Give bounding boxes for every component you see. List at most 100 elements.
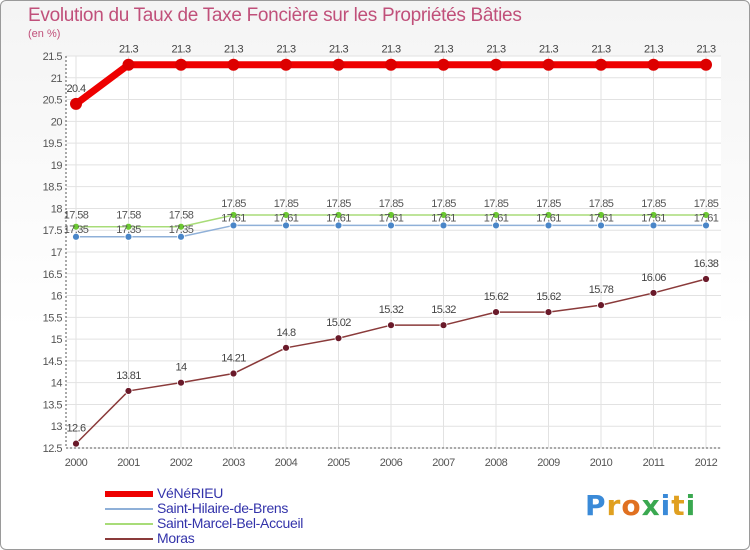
x-tick-label: 2006 — [380, 457, 403, 469]
data-label: 17.61 — [589, 212, 614, 224]
data-point — [387, 211, 395, 219]
data-point — [282, 343, 290, 352]
data-point — [332, 58, 345, 71]
data-label: 16.06 — [641, 272, 666, 284]
data-point — [72, 439, 80, 448]
y-tick-label: 15.5 — [43, 312, 63, 324]
y-tick-label: 12.5 — [43, 443, 63, 455]
data-label: 17.61 — [221, 212, 246, 224]
legend-label: VéNéRIEU — [157, 485, 224, 501]
logo-letter: i — [660, 489, 672, 522]
logo-letter: P — [585, 489, 607, 522]
data-label: 21.3 — [224, 44, 243, 56]
data-label: 21.3 — [434, 44, 453, 56]
y-tick-label: 14.5 — [43, 356, 63, 368]
x-tick-label: 2010 — [590, 457, 613, 469]
logo-letter: t — [671, 489, 686, 522]
x-tick-label: 2002 — [170, 457, 193, 469]
data-point — [702, 221, 710, 230]
data-label: 15.78 — [589, 284, 614, 296]
x-tick-label: 2008 — [485, 457, 508, 469]
data-point — [177, 378, 185, 387]
legend-swatch — [105, 523, 153, 525]
data-label: 21.3 — [644, 44, 663, 56]
y-tick-label: 19.5 — [43, 138, 63, 150]
x-tick-label: 2003 — [222, 457, 245, 469]
logo-letter: i — [685, 489, 697, 522]
data-point — [492, 221, 500, 230]
data-point — [334, 211, 343, 219]
y-tick-label: 16 — [51, 291, 63, 303]
data-point — [597, 301, 605, 310]
data-label: 17.35 — [64, 224, 89, 236]
data-label: 17.58 — [116, 210, 141, 222]
data-point — [124, 222, 133, 231]
data-label: 17.58 — [169, 210, 194, 222]
x-tick-label: 2012 — [695, 457, 718, 469]
data-label: 21.3 — [329, 44, 348, 56]
data-point — [597, 221, 605, 230]
y-tick-label: 20.5 — [43, 95, 63, 107]
data-label: 17.58 — [64, 210, 89, 222]
data-label: 15.62 — [484, 291, 509, 303]
data-point — [649, 289, 658, 297]
data-label: 17.85 — [379, 198, 404, 210]
data-point — [229, 221, 238, 230]
data-point — [544, 211, 553, 219]
y-tick-label: 17 — [51, 247, 63, 259]
y-tick-label: 16.5 — [43, 269, 63, 281]
legend-label: Moras — [157, 530, 195, 546]
data-point — [649, 221, 658, 230]
x-tick-label: 2000 — [65, 457, 88, 469]
data-point — [492, 211, 500, 219]
data-label: 21.3 — [381, 44, 400, 56]
data-label: 17.61 — [641, 212, 666, 224]
data-point — [439, 321, 448, 330]
data-label: 21.3 — [171, 44, 190, 56]
x-tick-label: 2005 — [327, 457, 350, 469]
data-point — [282, 221, 290, 230]
legend-swatch — [105, 508, 153, 510]
data-point — [702, 275, 710, 283]
data-label: 17.35 — [116, 224, 141, 236]
data-label: 17.61 — [694, 212, 719, 224]
x-tick-label: 2001 — [117, 457, 140, 469]
data-point — [124, 232, 133, 241]
data-label: 21.3 — [696, 44, 715, 56]
data-label: 17.61 — [379, 212, 404, 224]
data-label: 17.85 — [536, 198, 561, 210]
data-label: 17.61 — [274, 212, 299, 224]
data-point — [542, 58, 555, 71]
y-tick-label: 17.5 — [43, 225, 63, 237]
data-point — [229, 369, 238, 378]
data-label: 17.85 — [484, 198, 509, 210]
data-point — [175, 58, 187, 71]
data-point — [70, 97, 82, 110]
data-label: 12.6 — [66, 423, 85, 435]
data-point — [597, 211, 605, 219]
data-point — [124, 387, 133, 395]
data-point — [280, 58, 292, 71]
legend-swatch — [105, 538, 153, 540]
y-tick-label: 13 — [51, 421, 63, 433]
data-point — [72, 232, 80, 241]
x-tick-label: 2011 — [643, 457, 665, 469]
data-point — [177, 232, 185, 241]
data-label: 13.81 — [116, 370, 141, 382]
data-label: 17.61 — [484, 212, 509, 224]
data-point — [647, 58, 660, 71]
data-label: 20.4 — [66, 83, 85, 95]
data-point — [492, 308, 500, 317]
data-point — [177, 222, 185, 231]
proxiti-logo: Proxiti — [585, 489, 696, 522]
data-label: 15.62 — [536, 291, 561, 303]
data-label: 15.32 — [379, 304, 404, 316]
x-tick-label: 2009 — [537, 457, 560, 469]
data-label: 21.3 — [486, 44, 505, 56]
data-label: 14.8 — [276, 327, 295, 339]
y-axis-unit: (en %) — [28, 28, 61, 40]
data-point — [334, 221, 343, 230]
data-point — [387, 221, 395, 230]
data-label: 21.3 — [119, 44, 138, 56]
x-tick-label: 2007 — [432, 457, 455, 469]
